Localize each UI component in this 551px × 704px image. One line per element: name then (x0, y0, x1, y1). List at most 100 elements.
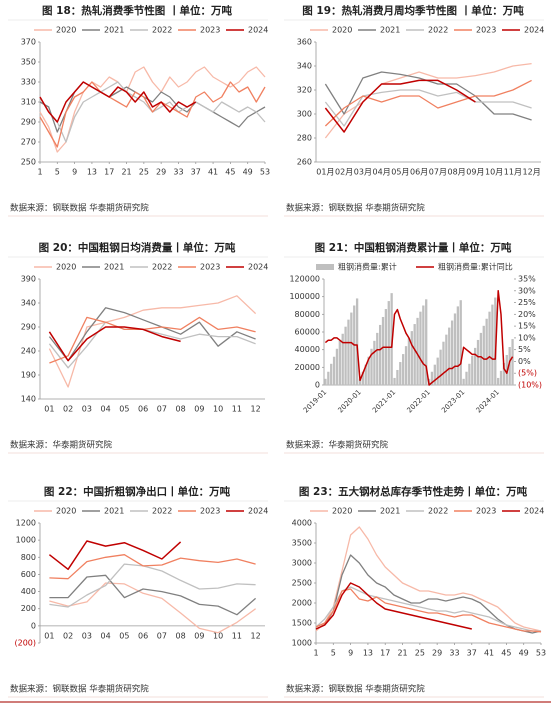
chart-title: 图 20：中国粗钢日均消费量丨单位：万吨 (39, 241, 236, 254)
y-tick-label: (200) (14, 639, 36, 648)
bar (511, 339, 514, 385)
bar (505, 354, 508, 385)
y2-tick-label: (10%) (518, 381, 542, 390)
source-note: 数据来源：华泰期货研究院 (10, 440, 113, 451)
legend-label: 2020 (56, 26, 76, 35)
bar (436, 357, 439, 385)
legend-label: 2024 (248, 263, 268, 272)
y-tick-label: 340 (297, 62, 312, 71)
x-tick-label: 01月 (316, 168, 334, 177)
x-tick-label: 9 (72, 168, 77, 177)
y-tick-label: 350 (21, 58, 36, 67)
bar (332, 356, 336, 385)
y2-tick-label: 10% (518, 333, 536, 342)
x-tick-label: 21 (397, 649, 407, 658)
source-note: 数据来源：钢联数据 华泰期货研究院 (10, 684, 149, 695)
y-tick-label: 2000 (292, 599, 312, 608)
series-line (315, 526, 542, 632)
x-tick-label: 08 (176, 405, 186, 414)
bar (488, 311, 491, 385)
bar (378, 324, 382, 385)
bar (476, 339, 480, 385)
bar (448, 327, 451, 385)
x-tick-label: 41 (484, 649, 494, 658)
bar (459, 300, 462, 385)
y-tick-label: 40000 (295, 345, 320, 354)
bar (462, 378, 465, 385)
y-tick-label: 20000 (295, 363, 320, 372)
series-line (48, 540, 182, 571)
x-tick-label: 07 (157, 405, 167, 414)
x-tick-label: 03 (82, 405, 92, 414)
bar (471, 355, 474, 385)
bar (347, 319, 350, 385)
bar (335, 348, 339, 385)
bar (485, 318, 488, 385)
x-tick-label: 2022-01 (406, 388, 432, 414)
y-tick-label: 1000 (16, 536, 36, 545)
x-tick-label: 02 (63, 631, 73, 640)
y-tick-label: 280 (297, 134, 312, 143)
x-tick-label: 2020-01 (336, 388, 362, 414)
x-tick-label: 12月 (523, 168, 541, 177)
bar (324, 378, 327, 385)
bar (456, 306, 460, 385)
series-line (324, 89, 532, 127)
y-tick-label: 390 (21, 275, 36, 284)
y-tick-label: 100000 (289, 292, 320, 301)
x-tick-label: 17 (104, 168, 114, 177)
y-tick-label: 340 (21, 299, 36, 308)
bar (473, 347, 477, 385)
bar (508, 347, 511, 385)
y-tick-label: 1000 (292, 639, 312, 648)
series-line (39, 81, 197, 123)
y-tick-label: 320 (297, 86, 312, 95)
x-tick-label: 29 (432, 649, 442, 658)
x-tick-label: 06月 (410, 168, 428, 177)
legend-label: 2020 (56, 263, 76, 272)
x-tick-label: 07 (157, 631, 167, 640)
series-line (324, 290, 514, 386)
bar (419, 311, 422, 385)
y2-tick-label: 15% (518, 322, 536, 331)
x-tick-label: 53 (260, 168, 270, 177)
y-tick-label: 290 (21, 323, 36, 332)
source-note: 数据来源：钢联数据 华泰期货研究院 (286, 203, 425, 214)
x-tick-label: 33 (449, 649, 459, 658)
y-tick-label: 120000 (289, 275, 320, 284)
x-tick-label: 06 (138, 631, 148, 640)
bar (433, 364, 436, 385)
bar (344, 326, 347, 385)
x-tick-label: 04 (101, 631, 111, 640)
y-tick-label: 260 (297, 158, 312, 167)
x-tick-label: 02 (63, 405, 73, 414)
bar (416, 317, 419, 385)
x-tick-label: 07月 (429, 168, 447, 177)
series-line (315, 586, 541, 632)
legend-label: 2021 (380, 26, 400, 35)
series-line (324, 62, 532, 139)
x-tick-label: 25 (415, 649, 425, 658)
y-tick-label: 3500 (292, 539, 312, 548)
x-tick-label: 02月 (335, 168, 353, 177)
source-note: 数据来源：华泰期货研究院 (286, 440, 389, 451)
bar (341, 333, 344, 385)
bar (422, 305, 425, 385)
bar (373, 340, 376, 385)
legend-label: 2024 (248, 507, 268, 516)
x-tick-label: 12 (251, 631, 261, 640)
y-tick-label: 0 (31, 621, 36, 630)
x-tick-label: 29 (156, 168, 166, 177)
bar (453, 313, 457, 385)
legend-label: 2020 (56, 507, 76, 516)
legend-label: 2023 (200, 26, 220, 35)
x-tick-label: 45 (501, 649, 511, 658)
x-tick-label: 05 (119, 631, 129, 640)
bar (479, 332, 483, 385)
legend-label: 2023 (476, 26, 496, 35)
x-tick-label: 53 (536, 649, 546, 658)
x-tick-label: 04 (101, 405, 111, 414)
y-tick-label: 60000 (295, 328, 320, 337)
